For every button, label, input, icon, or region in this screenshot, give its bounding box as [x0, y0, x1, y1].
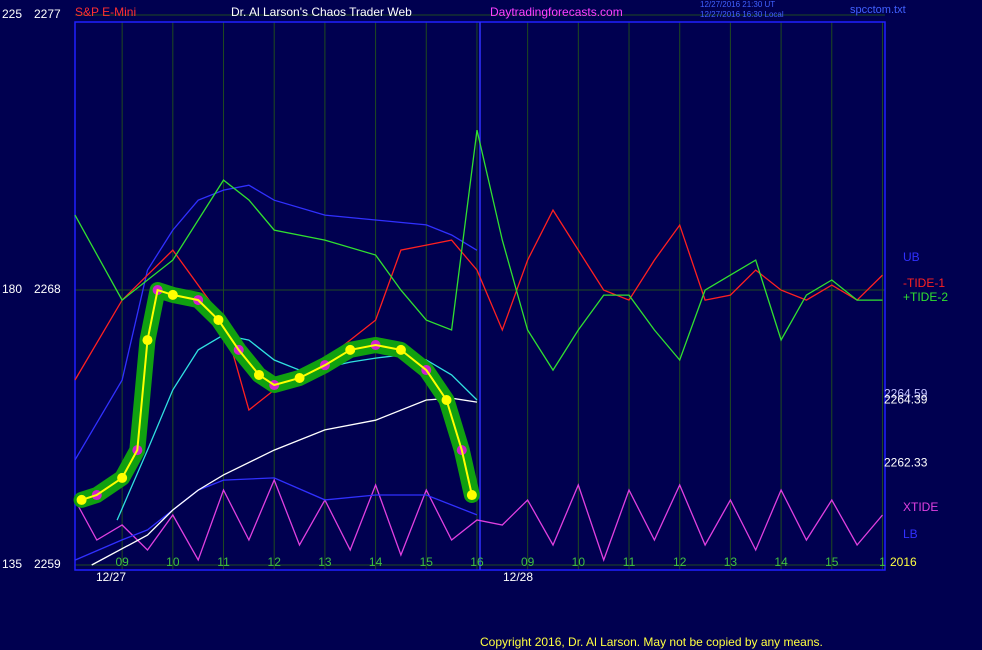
x-tick-label: 10 [572, 555, 586, 569]
y-tick-label: 2268 [34, 282, 61, 296]
x-tick-label: 14 [369, 555, 383, 569]
series-line [74, 477, 478, 561]
x-tick-label: 15 [825, 555, 839, 569]
x-tick-label: 15 [420, 555, 434, 569]
timestamp: 12/27/2016 16:30 Local [700, 10, 784, 19]
x-tick-label: 12 [673, 555, 687, 569]
legend-label: -TIDE-1 [903, 276, 945, 290]
symbol: S&P E-Mini [75, 5, 136, 19]
file-name: spcctom.txt [850, 4, 906, 16]
x-tick-label: 09 [115, 555, 129, 569]
x-tick-label: 11 [623, 555, 636, 569]
x-tick-label: 12 [268, 555, 282, 569]
page-title: Dr. Al Larson's Chaos Trader Web [231, 5, 412, 19]
y2-tick-label: 225 [2, 7, 22, 21]
y-tick-label: 2259 [34, 557, 61, 571]
x-tick-label: 13 [318, 555, 332, 569]
price-dot [466, 490, 477, 501]
y-tick-label: 2277 [34, 7, 61, 21]
x-tick-label: 1 [879, 555, 886, 569]
price-label: 2262.33 [884, 455, 928, 469]
price-dot [76, 494, 87, 505]
legend-label: +TIDE-2 [903, 290, 948, 304]
series-line [74, 208, 883, 412]
price-label: 2264.39 [884, 392, 928, 406]
series-group [73, 129, 883, 566]
x-tick-label: 16 [470, 555, 484, 569]
y2-tick-label: 180 [2, 282, 22, 296]
timestamp: 12/27/2016 21:30 UT [700, 0, 775, 9]
date-label: 12/27 [96, 570, 126, 584]
series-line [91, 397, 478, 566]
x-tick-label: 10 [166, 555, 180, 569]
site: Daytradingforecasts.com [490, 5, 623, 19]
series-line [74, 478, 883, 562]
label-group: 09 10 11 12 13 14 15 16 09 10 11 12 13 14 15 1 2259 2268 2… [2, 7, 948, 571]
y2-tick-label: 135 [2, 557, 22, 571]
legend-label: XTIDE [903, 500, 938, 514]
year-label: 2016 [890, 555, 917, 569]
x-tick-label: 09 [521, 555, 535, 569]
series-line [74, 129, 883, 372]
price-label: 2264.59 [884, 386, 928, 400]
x-tick-label: 13 [724, 555, 738, 569]
x-tick-label: 11 [217, 555, 230, 569]
copyright: Copyright 2016, Dr. Al Larson. May not b… [480, 635, 823, 649]
series-line [74, 184, 478, 461]
legend-label: LB [903, 527, 918, 541]
series-line [81, 288, 473, 501]
date-label: 12/28 [503, 570, 533, 584]
legend-label: UB [903, 250, 920, 264]
x-tick-label: 14 [774, 555, 788, 569]
